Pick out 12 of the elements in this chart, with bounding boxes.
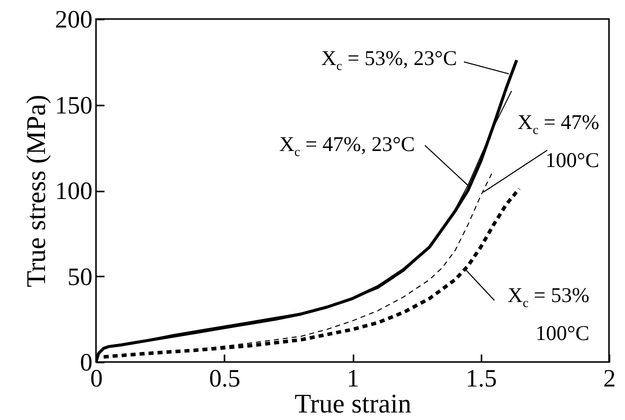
annotation: X$_{c}$ = 47%, 23°C bbox=[279, 131, 415, 162]
y-tick-label: 50 bbox=[68, 264, 92, 291]
x-tick-label: 2 bbox=[603, 366, 616, 392]
x-tick-label: 0.5 bbox=[209, 366, 240, 392]
x-tick-label: 1.5 bbox=[466, 366, 497, 392]
y-tick-label: 200 bbox=[55, 6, 92, 34]
annotation: X$_{c}$ = 53% 100°C bbox=[508, 282, 590, 348]
annotation: X$_{c}$ = 53%, 23°C bbox=[321, 44, 457, 75]
y-axis-title: True stress (MPa) bbox=[21, 94, 51, 288]
y-tick-label: 100 bbox=[55, 178, 92, 205]
annotation: X$_{c}$ = 47% 100°C bbox=[518, 109, 600, 174]
y-tick-label: 150 bbox=[55, 92, 92, 120]
